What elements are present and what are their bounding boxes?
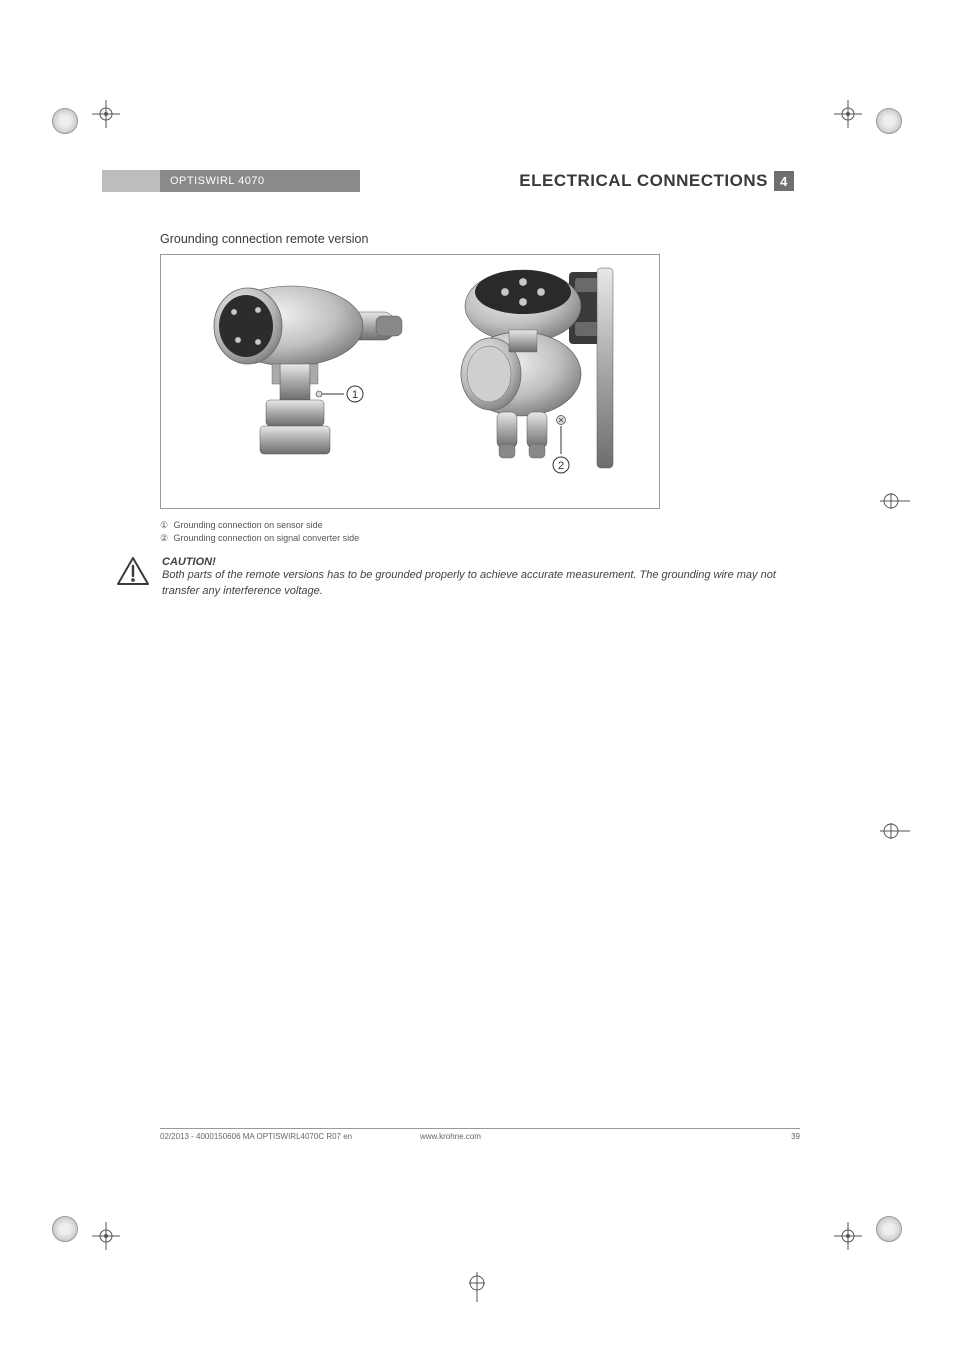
page-footer: 02/2013 - 4000150606 MA OPTISWIRL4070C R… xyxy=(160,1128,800,1141)
page-content: OPTISWIRL 4070 ELECTRICAL CONNECTIONS 4 … xyxy=(160,170,800,600)
legend-text-2: Grounding connection on signal converter… xyxy=(174,533,360,543)
section-number-badge: 4 xyxy=(774,171,794,191)
grounding-diagram: 1 xyxy=(161,255,660,509)
figure-subheading: Grounding connection remote version xyxy=(160,232,800,246)
footer-docref: 02/2013 - 4000150606 MA OPTISWIRL4070C R… xyxy=(160,1132,420,1141)
legend-item: ② Grounding connection on signal convert… xyxy=(160,532,800,545)
product-label: OPTISWIRL 4070 xyxy=(160,170,360,192)
caution-title: CAUTION! xyxy=(162,556,800,568)
legend-num-2: ② xyxy=(160,532,171,545)
section-title-text: ELECTRICAL CONNECTIONS xyxy=(519,171,768,191)
callout-1: 1 xyxy=(352,389,358,401)
figure-box: 1 xyxy=(160,254,660,509)
figure-legend: ① Grounding connection on sensor side ② … xyxy=(160,519,800,544)
caution-body: Both parts of the remote versions has to… xyxy=(162,568,800,600)
legend-text-1: Grounding connection on sensor side xyxy=(174,520,323,530)
page-header: OPTISWIRL 4070 ELECTRICAL CONNECTIONS 4 xyxy=(160,170,800,192)
callout-2: 2 xyxy=(558,460,564,472)
footer-url: www.krohne.com xyxy=(420,1132,740,1141)
caution-block: CAUTION! Both parts of the remote versio… xyxy=(116,556,800,600)
legend-item: ① Grounding connection on sensor side xyxy=(160,519,800,532)
section-title: ELECTRICAL CONNECTIONS 4 xyxy=(360,170,800,192)
legend-num-1: ① xyxy=(160,519,171,532)
footer-page-number: 39 xyxy=(740,1132,800,1141)
caution-icon xyxy=(116,556,150,586)
